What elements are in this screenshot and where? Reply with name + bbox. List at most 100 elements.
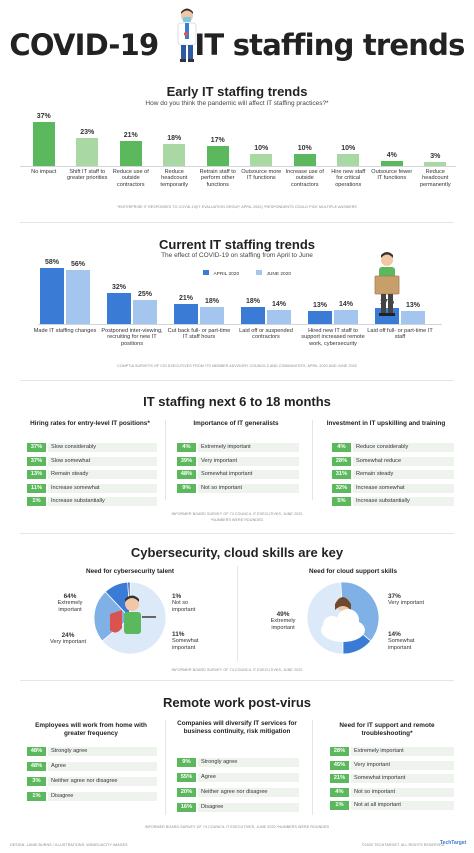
table-row: 37% Slow considerably bbox=[27, 443, 157, 452]
bar-label: No impact bbox=[31, 169, 57, 175]
baseline bbox=[38, 324, 442, 325]
table-row: 9% Not so important bbox=[177, 483, 299, 493]
col-title-diversify: Companies will diversify IT services for… bbox=[177, 720, 297, 735]
table-row: 28% Somewhat reduce bbox=[332, 456, 454, 466]
percent-badge: 32% bbox=[332, 483, 351, 493]
row-label: Disagree bbox=[198, 803, 299, 812]
percent-badge: 3% bbox=[27, 777, 46, 786]
table-row: 16% Disagree bbox=[177, 803, 299, 812]
table-row: 1% Increase substantially bbox=[27, 497, 157, 507]
col-title-wfh: Employees will work from home with great… bbox=[35, 722, 147, 737]
divider bbox=[312, 720, 313, 815]
bar bbox=[241, 306, 265, 324]
current-legend: APRIL 2020 JUNE 2020 bbox=[203, 262, 291, 280]
table-row: 4% Not so important bbox=[330, 787, 454, 797]
bar-value: 23% bbox=[80, 129, 95, 137]
cyber-label-somewhat: 11% Somewhat important bbox=[172, 631, 199, 651]
row-label: Strongly agree bbox=[198, 758, 299, 767]
current-note: COMPTIA SURVEYS OF CIO EXECUTIVES FROM I… bbox=[117, 364, 357, 368]
cloud-worker-illustration bbox=[321, 597, 365, 642]
legend-april: APRIL 2020 bbox=[213, 272, 240, 277]
row-label: Not so important bbox=[351, 787, 454, 797]
row-label: Very important bbox=[198, 456, 299, 466]
bar-value: 13% bbox=[312, 302, 327, 310]
bar bbox=[293, 154, 316, 166]
bar-label: Reduce headcount temporarily bbox=[160, 169, 189, 188]
cloud-label-extremely: 49% Extremely important bbox=[270, 611, 296, 631]
table-row: 11% Increase somewhat bbox=[27, 483, 157, 493]
percent-badge: 4% bbox=[330, 787, 349, 797]
table-row: 21% Somewhat important bbox=[330, 774, 454, 784]
bar bbox=[174, 303, 198, 324]
early-title: Early IT staffing trends bbox=[166, 84, 308, 99]
remote-note: INFORMER BOARD SURVEY OF 74 COUNCIL IT E… bbox=[144, 825, 330, 829]
footer-credit: DESIGN: LANIE BURNS / ILLUSTRATIONS: WIN… bbox=[10, 843, 128, 847]
table-row: 48% Somewhat important bbox=[177, 470, 299, 480]
bar-label: Made IT staffing changes bbox=[33, 328, 97, 334]
percent-badge: 39% bbox=[177, 456, 196, 466]
row-label: Increase substantially bbox=[48, 497, 157, 507]
percent-badge: 1% bbox=[27, 792, 46, 801]
table-row: 3% Neither agree nor disagree bbox=[27, 777, 157, 786]
bar-label: Increase use of outside contractors bbox=[285, 169, 324, 188]
row-label: Remain steady bbox=[353, 470, 454, 480]
divider bbox=[20, 380, 454, 381]
cloud-label-somewhat: 14% Somewhat important bbox=[388, 631, 415, 651]
bar-label: Outsource more IT functions bbox=[241, 169, 282, 182]
next-note-2: *NUMBERS WERE ROUNDED bbox=[210, 518, 264, 522]
table-row: 31% Remain steady bbox=[332, 470, 454, 480]
bar bbox=[334, 310, 358, 324]
bar bbox=[119, 140, 142, 166]
bar bbox=[308, 311, 332, 324]
bar-value: 10% bbox=[297, 145, 312, 152]
row-label: Remain steady bbox=[48, 470, 157, 480]
col-title-generalists: Importance of IT generalists bbox=[193, 420, 279, 427]
table-row: 45% Very important bbox=[330, 760, 454, 770]
bar bbox=[380, 161, 403, 166]
bar bbox=[250, 154, 273, 166]
row-label: Neither agree nor disagree bbox=[48, 777, 157, 786]
cyber-label-very: 24% Very important bbox=[49, 632, 87, 646]
percent-badge: 28% bbox=[330, 747, 349, 756]
bar-value: 18% bbox=[204, 297, 219, 305]
percent-badge: 1% bbox=[27, 497, 46, 507]
percent-badge: 37% bbox=[27, 443, 46, 452]
row-label: Not at all important bbox=[351, 801, 454, 811]
title-left: COVID-19 bbox=[9, 28, 159, 62]
bar-label: Cut back full- or part-time IT staff hou… bbox=[167, 328, 231, 341]
row-label: Increase somewhat bbox=[353, 483, 454, 493]
bar-label: Laid off full- or part-time IT staff bbox=[367, 328, 433, 341]
security-worker-illustration bbox=[110, 595, 156, 634]
bar-value: 18% bbox=[245, 297, 260, 305]
cyber-label-extremely: 64% Extremely important bbox=[57, 593, 83, 613]
divider bbox=[20, 222, 454, 223]
row-label: Increase substantially bbox=[353, 497, 454, 507]
legend-swatch-june bbox=[256, 270, 263, 275]
bar-value: 17% bbox=[379, 298, 394, 306]
percent-badge: 21% bbox=[330, 774, 349, 784]
table-row: 28% Extremely important bbox=[330, 747, 454, 756]
bar-label: Reduce use of outside contractors bbox=[112, 169, 149, 188]
row-label: Reduce considerably bbox=[353, 443, 454, 452]
table-row: 4% Extremely important bbox=[177, 443, 299, 452]
table-row: 37% Slow somewhat bbox=[27, 456, 157, 466]
footer-copyright: ©2020 TECHTARGET. ALL RIGHTS RESERVED. bbox=[362, 843, 446, 847]
col-title-hiring: Hiring rates for entry-level IT position… bbox=[30, 420, 150, 427]
percent-badge: 28% bbox=[332, 456, 351, 466]
bar bbox=[206, 145, 229, 166]
table-row: 5% Increase substantially bbox=[332, 497, 454, 507]
bar bbox=[40, 267, 64, 324]
percent-badge: 55% bbox=[177, 773, 196, 782]
cyber-note: INFORMER BOARD SURVEY OF 74 COUNCIL IT E… bbox=[171, 668, 303, 672]
cyber-title: Cybersecurity, cloud skills are key bbox=[130, 545, 344, 560]
percent-badge: 4% bbox=[177, 443, 196, 452]
row-label: Agree bbox=[48, 762, 157, 771]
bar-label: Retrain staff to perform other functions bbox=[199, 169, 236, 188]
percent-badge: 9% bbox=[177, 758, 196, 767]
early-subtitle: How do you think the pandemic will affec… bbox=[145, 100, 329, 107]
row-label: Agree bbox=[198, 773, 299, 782]
bar-label: Reduce headcount permanently bbox=[419, 169, 451, 188]
bar-value: 32% bbox=[111, 284, 126, 292]
percent-badge: 4% bbox=[332, 443, 351, 452]
legend-june: JUNE 2020 bbox=[266, 272, 292, 277]
